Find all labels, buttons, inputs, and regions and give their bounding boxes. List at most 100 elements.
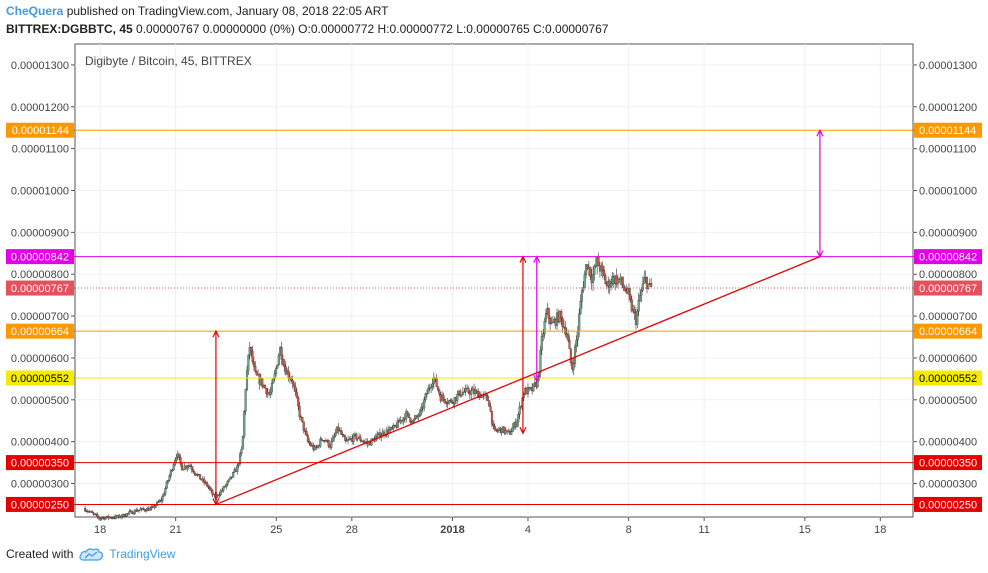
candle-body <box>549 318 552 325</box>
x-tick-label: 11 <box>698 524 709 536</box>
x-tick-label: 15 <box>799 524 811 536</box>
trendline <box>215 256 821 506</box>
candle-body <box>579 301 582 315</box>
candle-body <box>341 434 344 436</box>
level-badge-right <box>914 455 982 471</box>
candle-body <box>495 428 498 431</box>
symbol-label: BITTREX:DGBBTC, 45 <box>6 22 133 36</box>
tradingview-brand-label: TradingView <box>109 547 176 561</box>
candle-body <box>283 364 286 367</box>
measure-arrow-head-bottom <box>816 250 824 258</box>
candle-body <box>517 414 520 423</box>
level-label-right: 0.00000250 <box>919 499 977 511</box>
candle-body <box>203 478 206 483</box>
candle-body <box>597 256 600 267</box>
level-badge-left <box>6 496 74 512</box>
candle-body <box>572 363 575 370</box>
candle-body <box>165 481 168 489</box>
candle-body <box>218 494 221 496</box>
candle-body <box>164 488 167 495</box>
x-tick-label: 21 <box>170 524 182 536</box>
level-label-right: 0.00001144 <box>919 125 976 137</box>
candle-body <box>409 417 412 422</box>
candle-body <box>569 348 572 363</box>
candle-body <box>576 330 579 341</box>
candle-body <box>467 387 470 393</box>
candle-body <box>346 439 350 441</box>
candle-body <box>389 427 392 430</box>
y-tick-label-right: 0.00000900 <box>919 227 977 239</box>
level-badge-left <box>6 249 74 265</box>
candle-body <box>604 275 607 285</box>
candle-body <box>198 474 201 480</box>
candle-body <box>540 335 543 351</box>
y-tick-label-right: 0.00000300 <box>919 479 977 491</box>
candle-body <box>154 505 157 508</box>
tradingview-cloud-icon <box>79 548 104 561</box>
candle-body <box>295 391 298 398</box>
candle-body <box>623 287 626 291</box>
candle-body <box>518 406 521 415</box>
tradingview-brand[interactable]: TradingView <box>79 547 175 561</box>
x-tick-label: 28 <box>346 524 358 536</box>
candle-body <box>104 517 107 520</box>
candle-body <box>334 432 337 437</box>
candle-body <box>293 383 296 387</box>
candle-body <box>137 509 141 512</box>
candle-body <box>211 489 214 495</box>
candle-body <box>252 361 255 367</box>
candle-body <box>219 490 222 495</box>
candle-body <box>485 394 488 397</box>
candle-body <box>327 440 330 447</box>
candle-body <box>621 276 624 285</box>
level-label-left: 0.00000350 <box>11 458 69 470</box>
y-tick-label-left: 0.00001200 <box>11 102 69 114</box>
candle-body <box>414 415 417 419</box>
candle-body <box>124 516 127 518</box>
level-badge-left <box>6 122 74 138</box>
candle-body <box>232 472 235 478</box>
candle-body <box>542 333 545 337</box>
candle-body <box>489 406 492 412</box>
candle-body <box>168 475 171 481</box>
candle-body <box>490 411 494 425</box>
candle-body <box>425 393 428 395</box>
candle-body <box>629 294 632 300</box>
candle-body <box>287 370 290 378</box>
candle-body <box>250 347 253 352</box>
candle-body <box>645 277 649 289</box>
candle-body <box>290 378 293 381</box>
measure-arrow <box>212 329 220 506</box>
candle-body <box>132 513 135 515</box>
candle-body <box>399 419 402 423</box>
created-with-label: Created with <box>6 547 74 561</box>
author-link[interactable]: CheQuera <box>6 4 64 18</box>
candle-body <box>229 476 232 480</box>
candle-body <box>126 513 130 515</box>
candle-body <box>169 469 172 476</box>
candle-body <box>580 290 584 302</box>
candle-body <box>205 482 208 486</box>
candle-body <box>92 512 95 514</box>
level-badge-left <box>6 280 74 296</box>
candle-body <box>427 387 430 394</box>
x-tick-label: 2018 <box>440 524 464 536</box>
candle-body <box>118 515 121 518</box>
candle-body <box>507 430 510 432</box>
candle-body <box>544 313 548 322</box>
y-tick-label-right: 0.00000800 <box>919 269 977 281</box>
candle-body <box>128 511 131 514</box>
publish-text: published on TradingView.com, January 08… <box>63 4 389 18</box>
candle-body <box>333 435 336 438</box>
level-badge-left <box>6 323 74 339</box>
candle-body <box>162 493 166 497</box>
candle-body <box>122 514 125 517</box>
candle-body <box>356 438 359 440</box>
candle-body <box>297 397 300 407</box>
y-tick-label-left: 0.00001300 <box>11 60 69 72</box>
candle-body <box>442 395 445 400</box>
ohlc-values: 0.00000767 0.00000000 (0%) O:0.00000772 … <box>132 22 609 36</box>
candle-body <box>263 385 267 389</box>
candle-body <box>561 317 564 327</box>
